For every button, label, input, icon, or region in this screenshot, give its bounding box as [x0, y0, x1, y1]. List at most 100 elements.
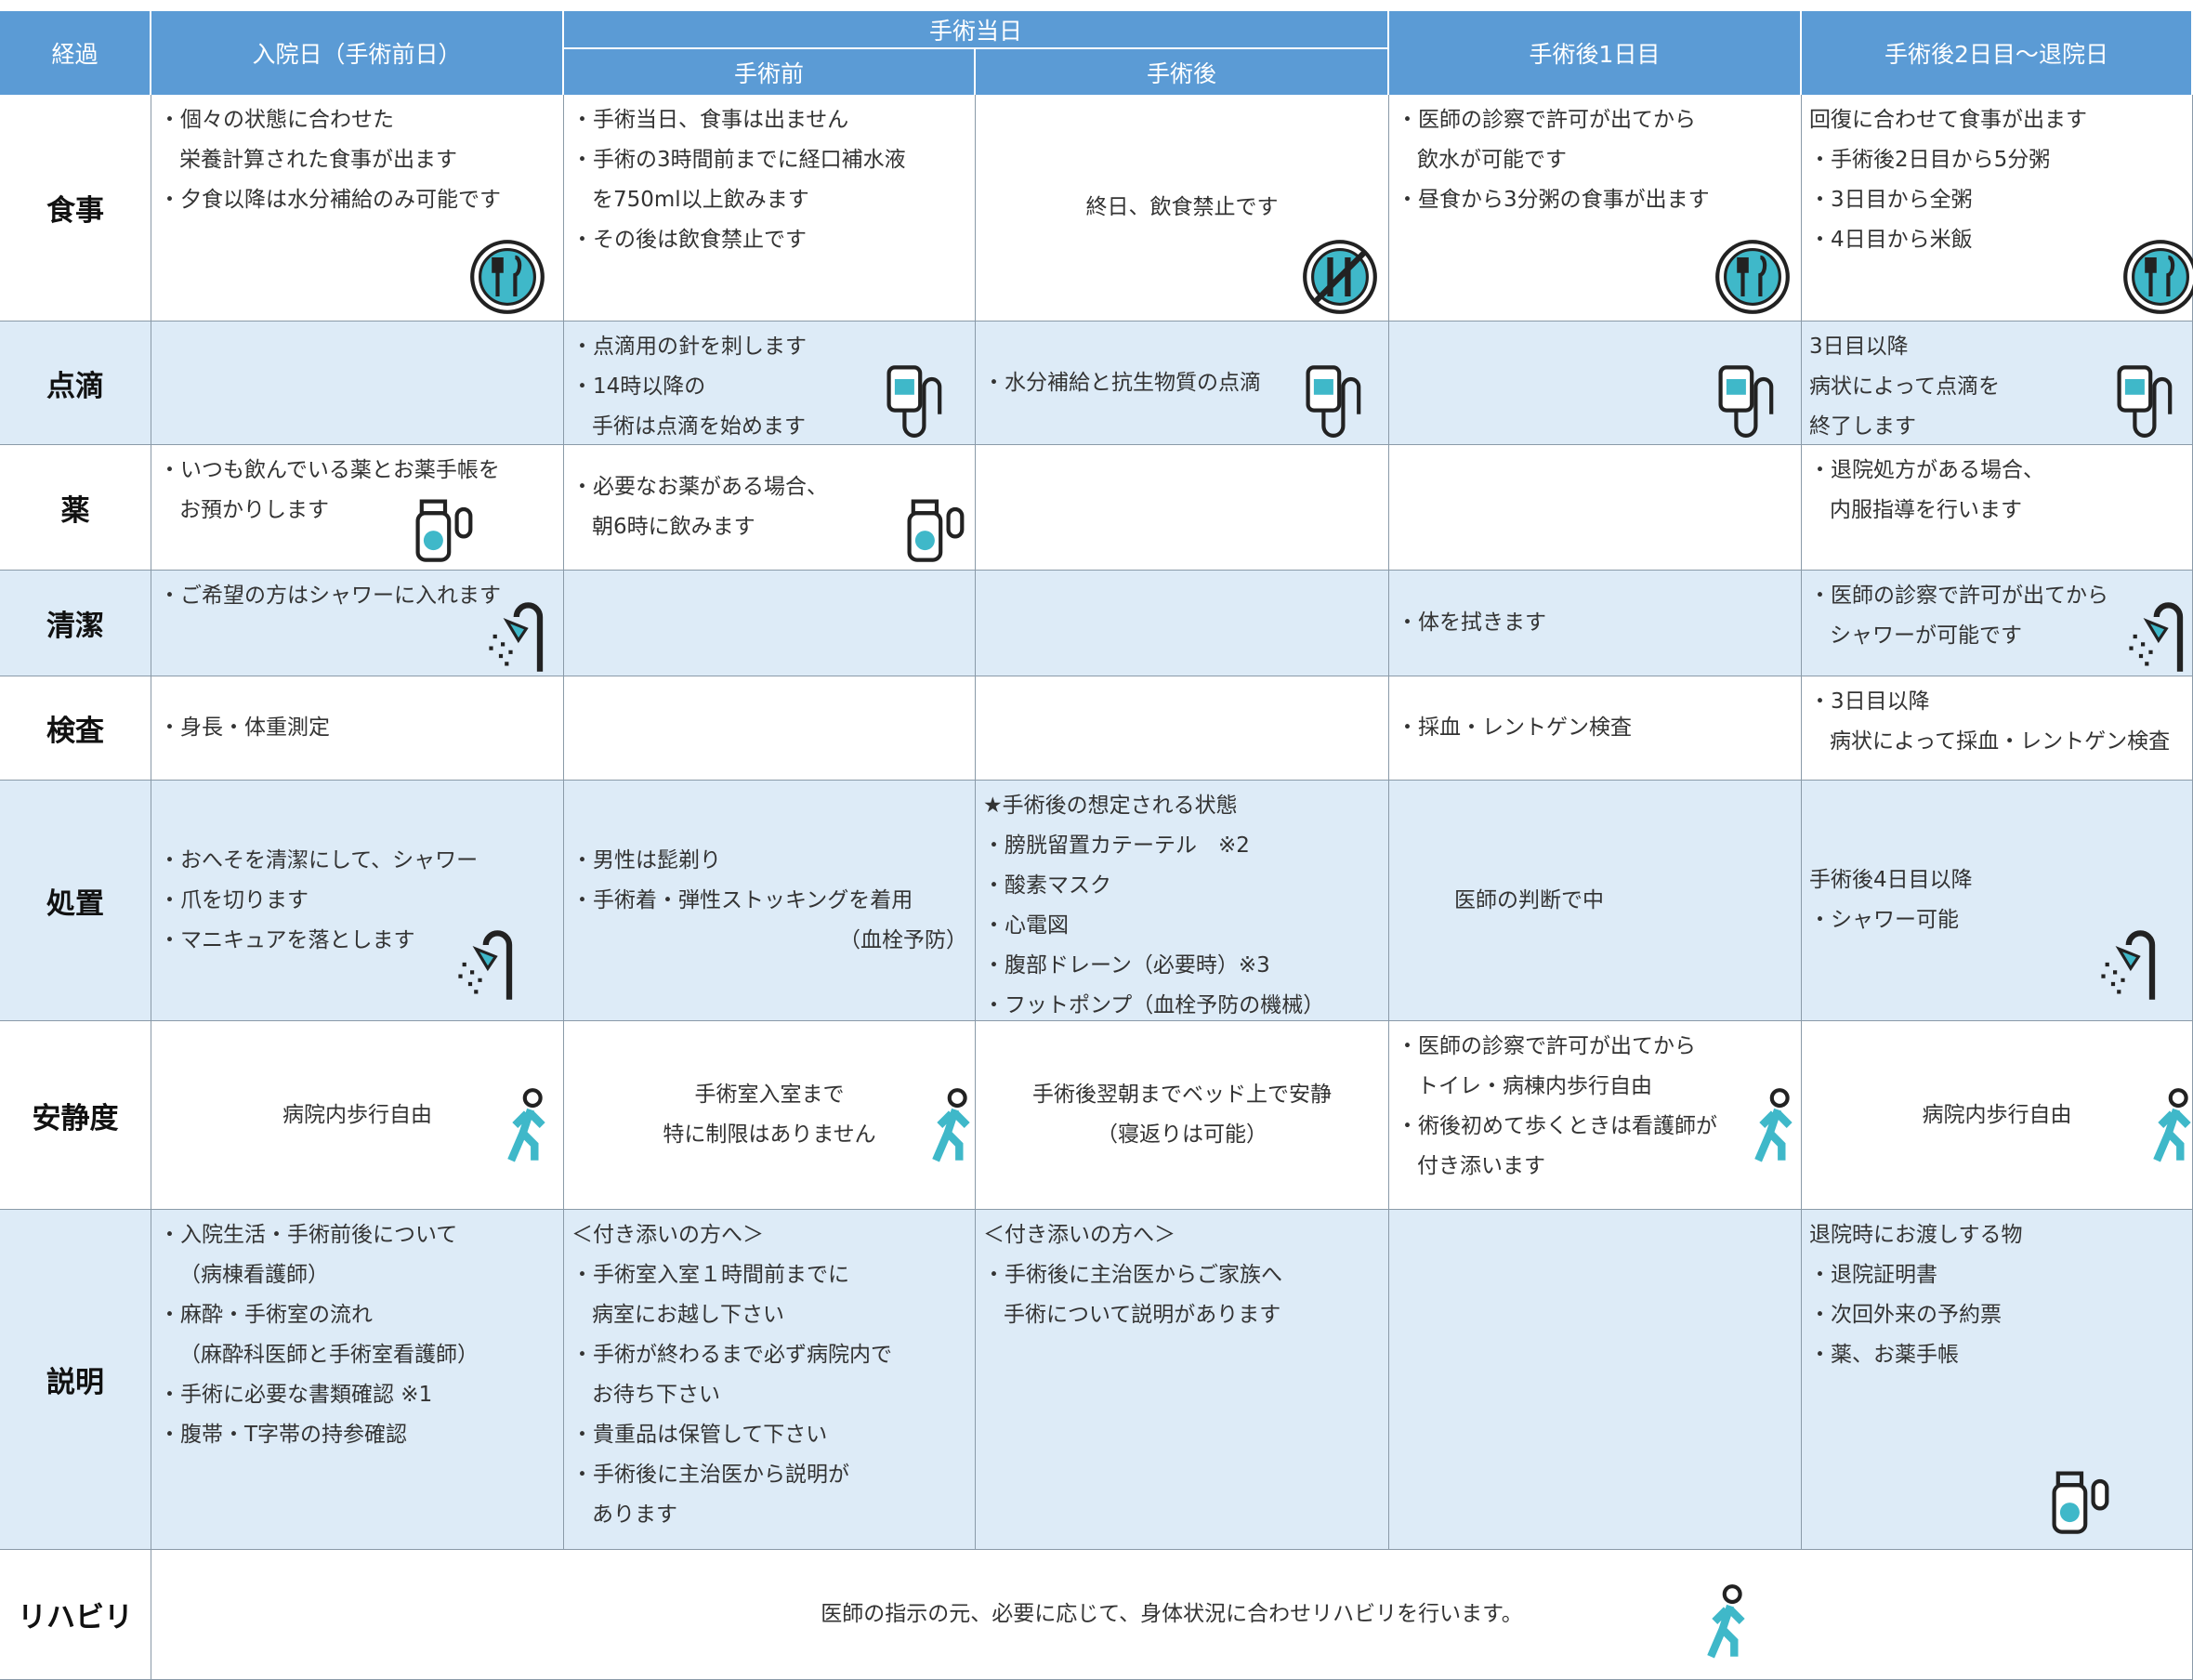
- cell: ・医師の診察で許可が出てからトイレ・病棟内歩行自由・術後初めて歩くときは看護師が…: [1389, 1021, 1802, 1210]
- icon-iv: [1718, 365, 1774, 438]
- cell-text: ・必要なお薬がある場合、: [571, 475, 828, 499]
- cell: ・医師の診察で許可が出てから 飲水が可能です ・昼食から3分粥の食事が出ます: [1389, 95, 1802, 322]
- cell: [1389, 1210, 1802, 1550]
- icon-pill: [415, 499, 473, 562]
- cell-text: ・貴重品は保管して下さい: [571, 1423, 828, 1447]
- cell-text: ・採血・レントゲン検査: [1397, 715, 1632, 740]
- cell: 手術後翌朝までベッド上で安静 （寝返りは可能）: [976, 1021, 1389, 1210]
- cell-text: 終了します: [1809, 414, 1916, 439]
- cell-text: 病状によって採血・レントゲン検査: [1830, 729, 2171, 754]
- icon-walk: [932, 1088, 970, 1162]
- cell-text: ・手術の3時間前までに経口補水液: [571, 148, 906, 172]
- cell: ・入院生活・手術前後について （病棟看護師） ・麻酔・手術室の流れ （麻酔科医師と手術…: [151, 1210, 564, 1550]
- cell-text: 特に制限はありません: [663, 1122, 876, 1147]
- cell-text: ・腹帯・T字帯の持参確認: [159, 1423, 408, 1447]
- cell: ・個々の状態に合わせた 栄養計算された食事が出ます ・夕食以降は水分補給のみ可能です: [151, 95, 564, 322]
- cell: [1389, 445, 1802, 571]
- cell-text: 付き添います: [1417, 1154, 1545, 1178]
- cell: ・体を拭きます: [1389, 571, 1802, 676]
- cell-text: ・3日目から全粥: [1809, 188, 1973, 212]
- icon-plate: [2123, 240, 2193, 314]
- cell-text: （血栓予防）: [839, 927, 967, 952]
- row-label: 薬: [0, 445, 151, 571]
- cell-text: ・その後は飲食禁止です: [571, 228, 807, 252]
- icon-walk: [2153, 1088, 2191, 1162]
- cell: [151, 322, 564, 445]
- header-column: 手術後2日目〜退院日: [1802, 11, 2193, 95]
- cell-text: ・入院生活・手術前後について: [159, 1223, 458, 1247]
- cell-text: ・マニキュアを落とします: [159, 927, 415, 952]
- cell-text: ・いつも飲んでいる薬とお薬手帳を: [159, 458, 500, 482]
- cell-text: 手術は点滴を始めます: [592, 414, 806, 439]
- cell-text: ・3日目以降: [1809, 689, 1930, 714]
- cell-text: ＜付き添いの方へ＞: [571, 1223, 764, 1247]
- cell: [976, 676, 1389, 781]
- cell: ・おへそを清潔にして、シャワー ・爪を切ります ・マニキュアを落とします: [151, 781, 564, 1021]
- cell: ・点滴用の針を刺します ・14時以降の手術は点滴を始めます: [564, 322, 976, 445]
- cell-text: ＜付き添いの方へ＞: [983, 1223, 1175, 1247]
- cell-text: ・体を拭きます: [1397, 610, 1546, 635]
- icon-shower: [2129, 602, 2184, 672]
- cell-text: ・身長・体重測定: [159, 715, 330, 740]
- cell-text: 手術後翌朝までベッド上で安静: [1032, 1083, 1332, 1107]
- cell-text: ・膀胱留置カテーテル ※2: [983, 833, 1250, 858]
- cell-text: トイレ・病棟内歩行自由: [1417, 1074, 1652, 1098]
- row-label: 説明: [0, 1210, 151, 1550]
- cell-text: ・手術に必要な書類確認 ※1: [159, 1383, 433, 1407]
- cell-text: お預かりします: [179, 498, 329, 522]
- row-label: 安静度: [0, 1021, 151, 1210]
- icon-plate: [470, 240, 545, 314]
- cell-text: ・腹部ドレーン（必要時）※3: [983, 953, 1270, 978]
- cell-text: ・麻酔・手術室の流れ: [159, 1303, 373, 1327]
- cell: ・医師の診察で許可が出てからシャワーが可能です: [1802, 571, 2193, 676]
- cell-text: ・医師の診察で許可が出てから: [1397, 1034, 1696, 1058]
- cell-text: あります: [592, 1503, 677, 1527]
- cell-text: ・夕食以降は水分補給のみ可能です: [159, 188, 501, 212]
- cell: ・男性は髭剃り ・手術着・弾性ストッキングを着用 （血栓予防）: [564, 781, 976, 1021]
- icon-walk: [1754, 1088, 1792, 1162]
- cell-text: 飲水が可能です: [1417, 148, 1567, 172]
- cell-text: ・医師の診察で許可が出てから: [1397, 108, 1696, 132]
- cell: 医師の判断で中: [1389, 781, 1802, 1021]
- icon-pill: [2052, 1471, 2109, 1534]
- cell-text: ・術後初めて歩くときは看護師が: [1397, 1114, 1717, 1138]
- cell-text: ・フットポンプ（血栓予防の機械）: [983, 993, 1325, 1017]
- row-label: 点滴: [0, 322, 151, 445]
- cell-text: 病室にお越し下さい: [592, 1303, 784, 1327]
- cell-text: ・個々の状態に合わせた: [159, 108, 394, 132]
- header-column: 手術前: [564, 49, 976, 95]
- cell: [564, 676, 976, 781]
- cell-text: ・水分補給と抗生物質の点滴: [983, 370, 1261, 395]
- cell: ・採血・レントゲン検査: [1389, 676, 1802, 781]
- cell-text: ・手術が終わるまで必ず病院内で: [571, 1343, 892, 1367]
- row-label: リハビリ: [0, 1550, 151, 1680]
- cell-text: ・ご希望の方はシャワーに入れます: [159, 584, 501, 608]
- cell: 病院内歩行自由: [1802, 1021, 2193, 1210]
- cell-text: 医師の指示の元、必要に応じて、身体状況に合わせリハビリを行います。: [821, 1602, 1523, 1626]
- cell: 病院内歩行自由: [151, 1021, 564, 1210]
- cell-text: ・医師の診察で許可が出てから: [1809, 584, 2108, 608]
- cell-text: 医師の判断で中: [1454, 887, 1604, 912]
- cell-text: 手術後4日目以降: [1809, 868, 1973, 892]
- cell: ・ご希望の方はシャワーに入れます: [151, 571, 564, 676]
- cell: 退院時にお渡しする物 ・退院証明書 ・次回外来の予約票 ・薬、お薬手帳: [1802, 1210, 2193, 1550]
- cell: ・3日目以降病状によって採血・レントゲン検査: [1802, 676, 2193, 781]
- cell-text: （麻酔科医師と手術室看護師）: [179, 1343, 479, 1367]
- icon-pill: [907, 499, 965, 562]
- icon-iv: [886, 365, 942, 438]
- cell-text: ・手術室入室１時間前までに: [571, 1263, 849, 1287]
- cell: ・手術当日、食事は出ません ・手術の3時間前までに経口補水液 を750ml以上飲みま…: [564, 95, 976, 322]
- icon-walk: [507, 1088, 545, 1162]
- cell: ・必要なお薬がある場合、 朝6時に飲みます: [564, 445, 976, 571]
- cell-text: ・退院処方がある場合、: [1809, 458, 2044, 482]
- cell: ・身長・体重測定: [151, 676, 564, 781]
- cell-text: ・手術後2日目から5分粥: [1809, 148, 2051, 172]
- cell-text: （寝返りは可能）: [1096, 1122, 1267, 1147]
- cell-text: シャワーが可能です: [1830, 623, 2022, 648]
- icon-iv: [1306, 365, 1361, 438]
- cell-text: ・14時以降の: [571, 374, 706, 399]
- cell: ・いつも飲んでいる薬とお薬手帳をお預かりします: [151, 445, 564, 571]
- cell-text: ・おへそを清潔にして、シャワー: [159, 847, 479, 873]
- cell-text: ・点滴用の針を刺します: [571, 335, 807, 359]
